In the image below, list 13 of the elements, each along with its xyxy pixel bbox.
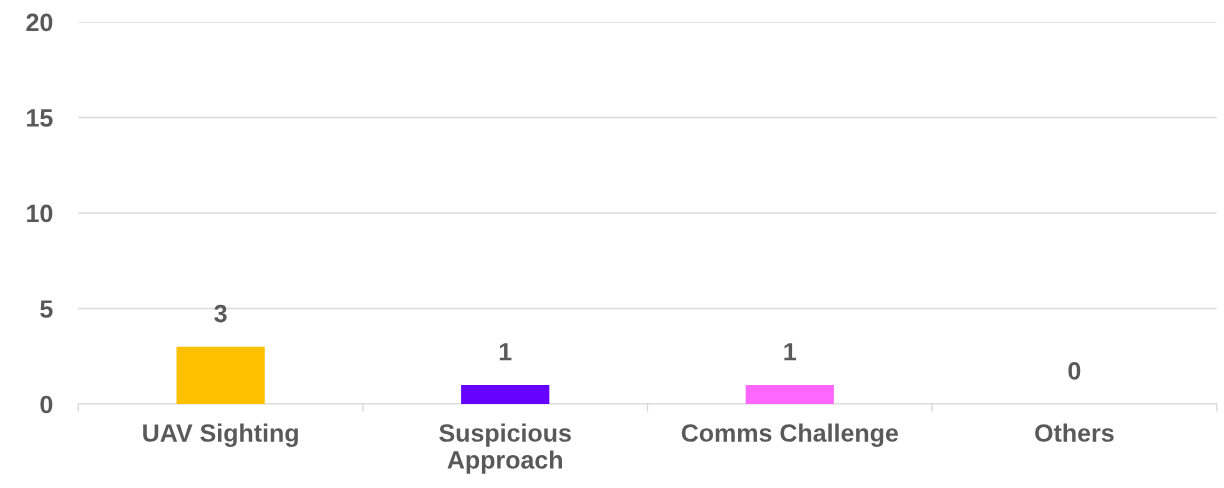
x-tick-label: Comms Challenge: [681, 423, 898, 447]
data-label: 0: [1068, 361, 1081, 380]
data-label: 1: [784, 343, 797, 361]
y-tick-label: 5: [40, 300, 53, 318]
data-label: 1: [499, 343, 512, 361]
x-tick-label: Suspicious Approach: [439, 423, 571, 474]
data-label: 3: [214, 304, 227, 323]
y-tick-label: 20: [26, 13, 53, 32]
y-tick-label: 10: [27, 204, 53, 223]
x-tick-label: UAV Sighting: [143, 423, 298, 447]
y-tick-label: 15: [27, 109, 53, 127]
y-tick-label: 0: [40, 395, 53, 414]
x-tick-label: Others: [1035, 423, 1114, 442]
